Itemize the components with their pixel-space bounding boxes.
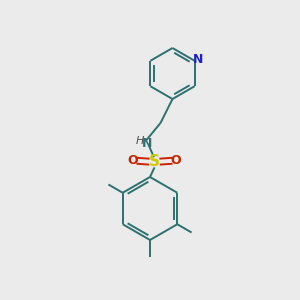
Text: O: O [128,154,138,167]
Text: H: H [136,136,144,146]
Text: O: O [171,154,182,167]
Text: S: S [149,154,160,169]
Text: N: N [142,137,152,150]
Text: N: N [193,53,203,66]
